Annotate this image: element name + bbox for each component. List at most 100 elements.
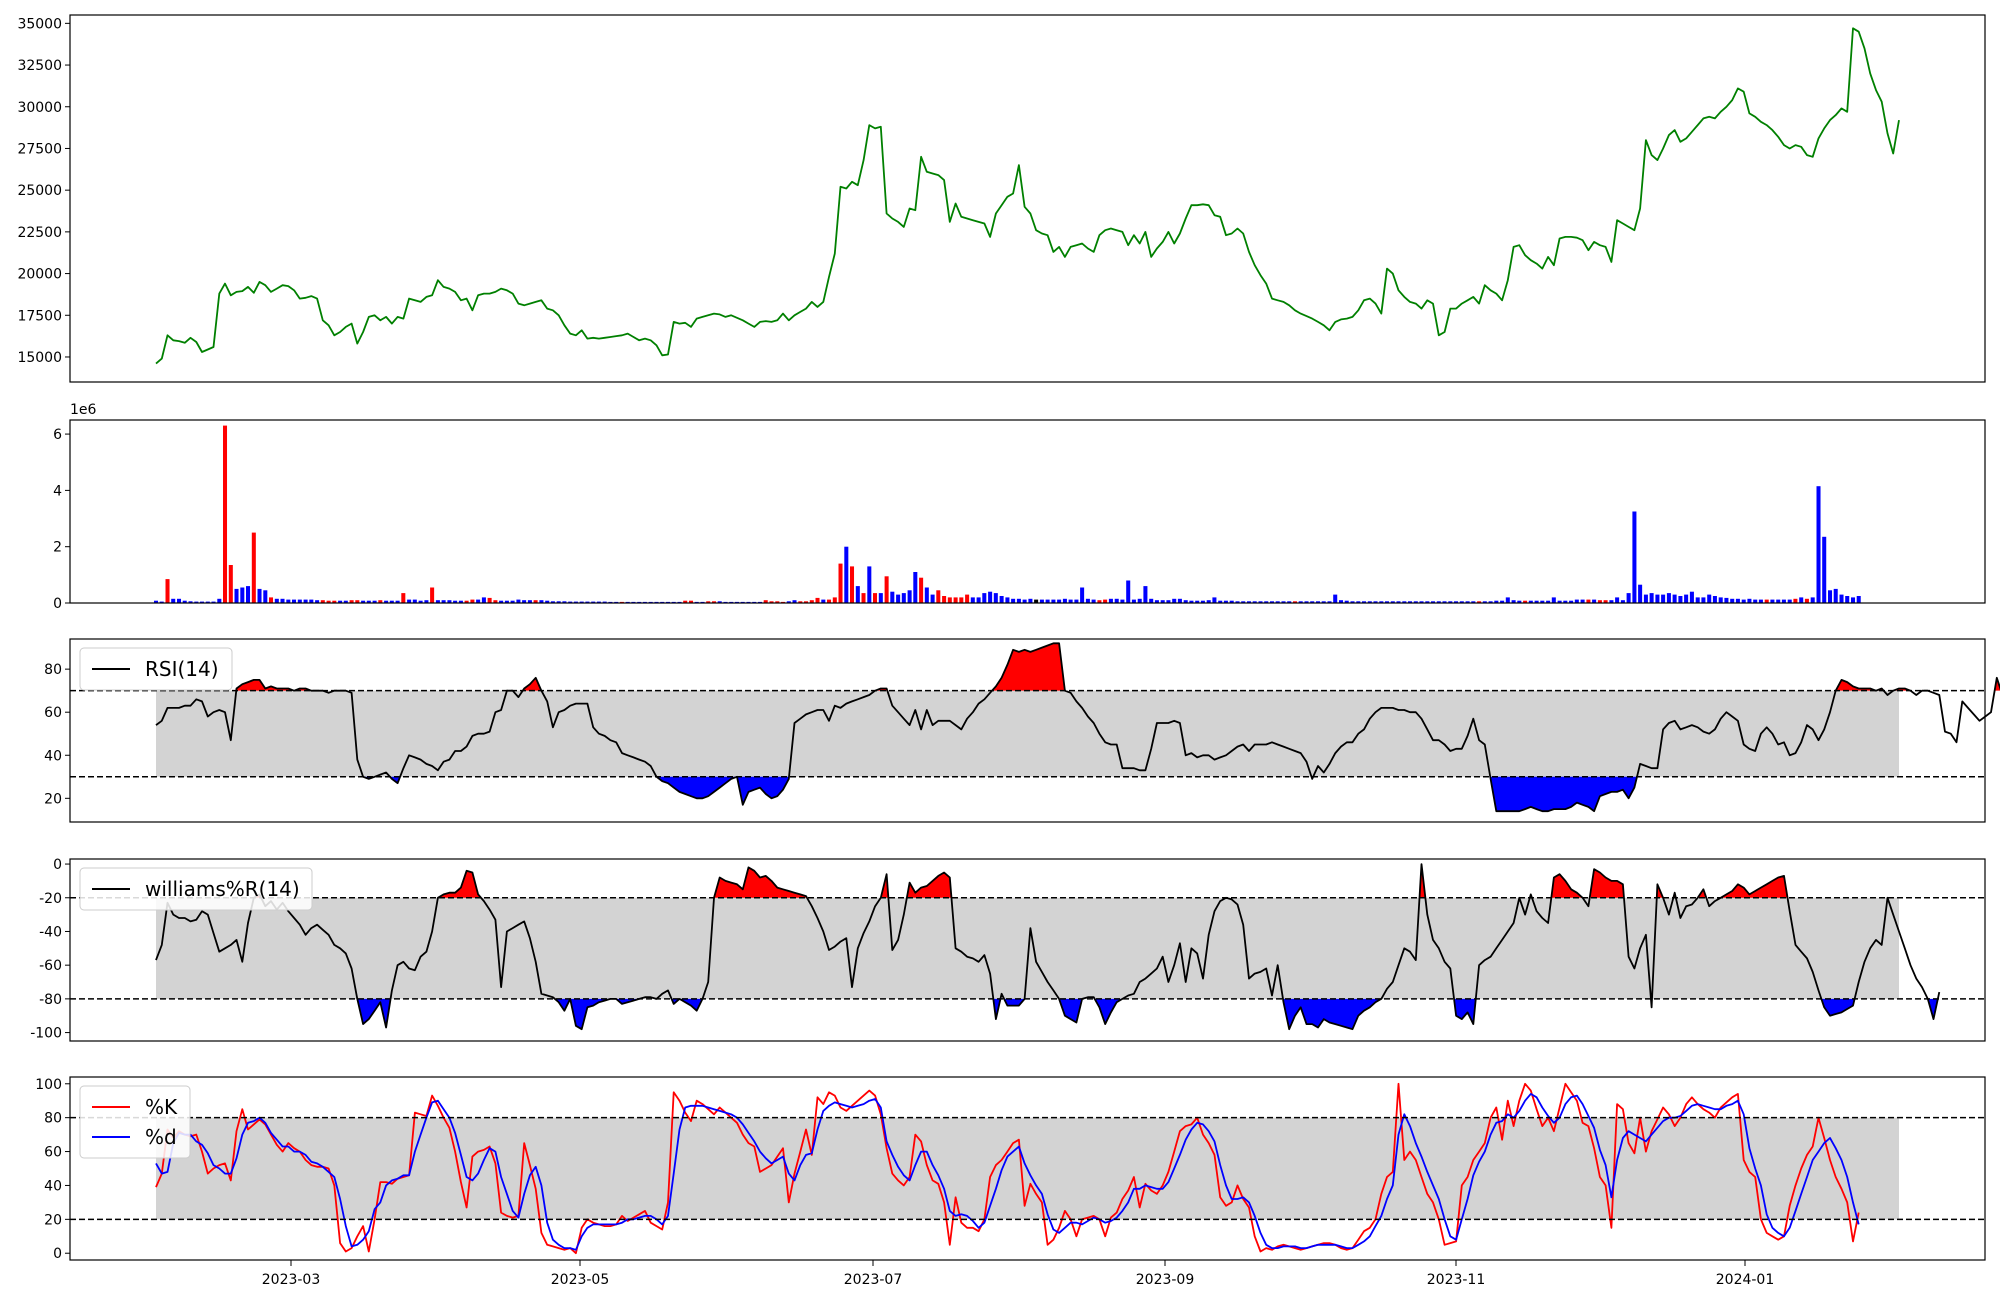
volume-bar — [942, 596, 947, 603]
volume-bar — [309, 599, 314, 603]
volume-ytick-label: 0 — [53, 596, 62, 612]
volume-bar — [1143, 586, 1148, 603]
volume-bar — [1304, 601, 1309, 603]
volume-bar — [1597, 600, 1602, 603]
volume-bar — [884, 576, 889, 603]
volume-bar — [1454, 601, 1459, 603]
volume-bar — [896, 594, 901, 603]
volume-bar — [205, 601, 210, 603]
volume-bar — [1816, 486, 1821, 603]
volume-bar — [1758, 599, 1763, 603]
volume-bar — [1845, 596, 1850, 603]
volume-frame — [69, 419, 1986, 604]
volume-bar — [372, 600, 377, 603]
volume-bar — [1281, 601, 1286, 603]
stochastic-ytick-label: 40 — [44, 1178, 62, 1194]
volume-bar — [378, 600, 383, 603]
rsi-series-line-0 — [155, 642, 2000, 813]
volume-bar — [890, 591, 895, 603]
volume-bar — [959, 597, 964, 603]
volume-offset-text: 1e6 — [70, 402, 97, 418]
volume-bar — [395, 600, 400, 603]
volume-bar — [223, 425, 228, 603]
volume-bar — [717, 601, 722, 603]
volume-bar — [1735, 598, 1740, 603]
williams-ytick-label: -40 — [39, 924, 62, 940]
williams-oversold-fill — [1059, 998, 1083, 1023]
volume-bar — [1183, 600, 1188, 603]
volume-bar — [1275, 601, 1280, 603]
volume-bar — [1206, 600, 1211, 603]
volume-bar — [1603, 600, 1608, 603]
volume-bar — [815, 597, 820, 603]
volume-bar — [1137, 598, 1142, 603]
volume-bar — [712, 601, 717, 603]
volume-bar — [297, 599, 302, 603]
volume-bar — [982, 593, 987, 603]
volume-bar — [211, 601, 216, 603]
date-axis: 2023-03 2023-05 2023-07 2023-09 2023-11 2024-… — [262, 1260, 1774, 1288]
stochastic-frame — [69, 1076, 1986, 1261]
volume-bar — [1103, 599, 1108, 603]
volume-bar — [873, 593, 878, 603]
volume-bar — [953, 597, 958, 603]
rsi-oversold-fill — [1490, 776, 1637, 812]
volume-bar — [1724, 597, 1729, 603]
volume-bar — [1356, 601, 1361, 603]
volume-bar — [487, 597, 492, 603]
volume-bar — [1431, 601, 1436, 603]
rsi-legend-box — [79, 647, 233, 691]
volume-bar — [470, 599, 475, 603]
volume-bar — [182, 600, 187, 603]
volume-bar — [878, 593, 883, 603]
volume-bar — [527, 600, 532, 603]
volume-bar — [1661, 594, 1666, 603]
volume-bar — [1569, 600, 1574, 603]
volume-bar — [1689, 591, 1694, 603]
volume-bar — [1126, 580, 1131, 603]
volume-bar — [332, 600, 337, 603]
williams-ytick-label: -60 — [39, 958, 62, 974]
volume-bar — [1293, 601, 1298, 603]
volume-bar — [947, 597, 952, 603]
volume-bar — [1523, 600, 1528, 603]
volume-bar — [573, 601, 578, 603]
volume-bar — [1350, 601, 1355, 603]
x-tick-label: 2023-07 — [844, 1272, 903, 1288]
volume-bar — [1166, 600, 1171, 603]
rsi-oversold-fill — [656, 776, 737, 799]
volume-bar — [154, 600, 159, 603]
volume-bar — [1528, 600, 1533, 603]
volume-bar — [217, 598, 222, 603]
volume-bar — [257, 588, 262, 603]
volume-bar — [1753, 599, 1758, 603]
volume-bar — [1022, 599, 1027, 603]
volume-bar — [315, 600, 320, 603]
volume-bar — [602, 601, 607, 603]
volume-bar — [418, 600, 423, 603]
volume-bar — [1592, 599, 1597, 603]
williams-ytick-label: -100 — [30, 1026, 62, 1042]
volume-bar — [1810, 597, 1815, 603]
price-panel: 15000 17500 20000 22500 25000 27500 30000 32500… — [17, 14, 1986, 383]
volume-bar — [1154, 600, 1159, 603]
volume-bar — [1229, 600, 1234, 603]
volume-bar — [1511, 600, 1516, 603]
volume-bar — [1235, 601, 1240, 603]
volume-bar — [1799, 597, 1804, 603]
stochastic-ytick-label: 80 — [44, 1111, 62, 1127]
rsi-overbought-fill — [992, 643, 1065, 691]
volume-bar — [349, 600, 354, 603]
volume-bar — [1028, 598, 1033, 603]
volume-bar — [1425, 601, 1430, 603]
williams-oversold-fill — [357, 998, 391, 1028]
volume-bar — [1822, 536, 1827, 603]
volume-bar — [1695, 597, 1700, 603]
volume-bar — [867, 566, 872, 603]
volume-bar — [1776, 599, 1781, 603]
volume-bar — [1270, 601, 1275, 603]
rsi-frame — [69, 638, 1986, 823]
volume-bar — [706, 601, 711, 603]
volume-bar — [1321, 601, 1326, 603]
